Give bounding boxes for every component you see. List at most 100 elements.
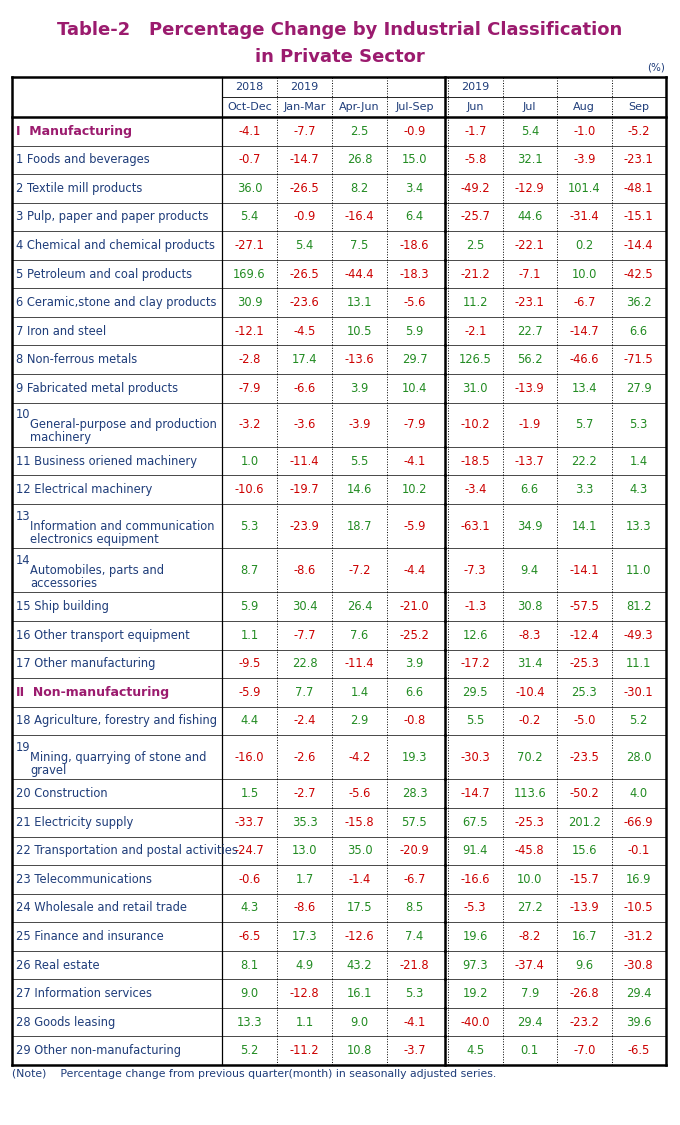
Text: Oct-Dec: Oct-Dec: [227, 102, 272, 113]
Text: 9.0: 9.0: [241, 987, 258, 1000]
Text: 10.0: 10.0: [572, 268, 597, 280]
Text: -71.5: -71.5: [624, 353, 653, 367]
Text: -2.1: -2.1: [464, 325, 486, 338]
Text: 91.4: 91.4: [462, 845, 488, 857]
Text: -16.4: -16.4: [345, 210, 374, 224]
Text: 29.5: 29.5: [462, 686, 488, 699]
Text: -49.2: -49.2: [460, 182, 490, 195]
Text: -1.3: -1.3: [464, 601, 486, 613]
Text: -10.5: -10.5: [624, 901, 653, 915]
Text: (%): (%): [647, 63, 665, 73]
Text: 26 Real estate: 26 Real estate: [16, 958, 100, 972]
Text: 10.0: 10.0: [517, 873, 543, 885]
Text: -18.6: -18.6: [400, 238, 429, 252]
Text: 5.2: 5.2: [630, 714, 648, 728]
Text: -7.0: -7.0: [573, 1044, 596, 1058]
Text: -4.1: -4.1: [239, 125, 260, 137]
Text: -5.8: -5.8: [464, 153, 486, 166]
Text: 13.0: 13.0: [292, 845, 318, 857]
Text: -23.2: -23.2: [569, 1016, 599, 1028]
Text: -4.5: -4.5: [293, 325, 316, 338]
Text: 97.3: 97.3: [462, 958, 488, 972]
Text: 26.8: 26.8: [347, 153, 372, 166]
Text: -12.4: -12.4: [569, 629, 599, 641]
Text: 56.2: 56.2: [517, 353, 543, 367]
Text: -7.2: -7.2: [348, 564, 371, 577]
Text: -3.6: -3.6: [293, 418, 316, 431]
Text: -30.3: -30.3: [460, 750, 490, 764]
Text: 7.4: 7.4: [405, 930, 424, 943]
Text: -1.0: -1.0: [573, 125, 596, 137]
Text: -22.1: -22.1: [515, 238, 545, 252]
Text: 31.4: 31.4: [517, 657, 543, 670]
Text: 43.2: 43.2: [347, 958, 373, 972]
Text: -7.9: -7.9: [238, 381, 260, 395]
Text: -30.8: -30.8: [624, 958, 653, 972]
Text: 4.4: 4.4: [241, 714, 258, 728]
Text: Ⅰ  Manufacturing: Ⅰ Manufacturing: [16, 125, 132, 137]
Text: 29.7: 29.7: [402, 353, 427, 367]
Text: accessories: accessories: [30, 577, 97, 591]
Text: 35.3: 35.3: [292, 816, 318, 829]
Text: 24 Wholesale and retail trade: 24 Wholesale and retail trade: [16, 901, 187, 915]
Text: 6.6: 6.6: [405, 686, 424, 699]
Text: -15.1: -15.1: [624, 210, 653, 224]
Text: -7.3: -7.3: [464, 564, 486, 577]
Text: 3 Pulp, paper and paper products: 3 Pulp, paper and paper products: [16, 210, 209, 224]
Text: -3.4: -3.4: [464, 483, 486, 496]
Text: 101.4: 101.4: [568, 182, 600, 195]
Text: 67.5: 67.5: [462, 816, 488, 829]
Text: 7.6: 7.6: [350, 629, 369, 641]
Text: 7.5: 7.5: [350, 238, 369, 252]
Text: -1.4: -1.4: [348, 873, 371, 885]
Text: 3.9: 3.9: [405, 657, 424, 670]
Text: -7.9: -7.9: [403, 418, 426, 431]
Text: Jun: Jun: [466, 102, 484, 113]
Text: -14.4: -14.4: [624, 238, 653, 252]
Text: -26.5: -26.5: [290, 268, 320, 280]
Text: 27 Information services: 27 Information services: [16, 987, 152, 1000]
Text: -16.6: -16.6: [460, 873, 490, 885]
Text: 22.2: 22.2: [571, 455, 597, 468]
Text: -3.9: -3.9: [573, 153, 596, 166]
Text: -42.5: -42.5: [624, 268, 653, 280]
Text: 36.0: 36.0: [237, 182, 262, 195]
Text: -6.5: -6.5: [628, 1044, 650, 1058]
Text: 29.4: 29.4: [626, 987, 651, 1000]
Text: -25.7: -25.7: [460, 210, 490, 224]
Text: -12.6: -12.6: [345, 930, 374, 943]
Text: 6.6: 6.6: [630, 325, 648, 338]
Text: 4.3: 4.3: [630, 483, 648, 496]
Text: 10.8: 10.8: [347, 1044, 372, 1058]
Text: Automobiles, parts and: Automobiles, parts and: [30, 564, 164, 577]
Text: -1.9: -1.9: [519, 418, 541, 431]
Text: 2019: 2019: [290, 82, 319, 92]
Text: -23.6: -23.6: [290, 296, 320, 309]
Text: -8.2: -8.2: [519, 930, 541, 943]
Text: -18.3: -18.3: [400, 268, 429, 280]
Text: machinery: machinery: [30, 432, 91, 444]
Text: 4.9: 4.9: [295, 958, 313, 972]
Text: -23.5: -23.5: [569, 750, 599, 764]
Text: 17 Other manufacturing: 17 Other manufacturing: [16, 657, 155, 670]
Text: 17.3: 17.3: [292, 930, 318, 943]
Text: 2018: 2018: [235, 82, 264, 92]
Text: -13.9: -13.9: [515, 381, 545, 395]
Text: -66.9: -66.9: [624, 816, 653, 829]
Text: 9.6: 9.6: [575, 958, 594, 972]
Text: -13.6: -13.6: [345, 353, 374, 367]
Text: -5.3: -5.3: [464, 901, 486, 915]
Text: 11.1: 11.1: [626, 657, 651, 670]
Text: -14.7: -14.7: [569, 325, 599, 338]
Text: Jan-Mar: Jan-Mar: [284, 102, 326, 113]
Text: General-purpose and production: General-purpose and production: [30, 418, 217, 431]
Text: 17.5: 17.5: [347, 901, 373, 915]
Text: 20 Construction: 20 Construction: [16, 788, 107, 800]
Text: 25.3: 25.3: [571, 686, 597, 699]
Text: 4.3: 4.3: [240, 901, 258, 915]
Text: 30.4: 30.4: [292, 601, 318, 613]
Text: 3.4: 3.4: [405, 182, 424, 195]
Text: 13.4: 13.4: [571, 381, 597, 395]
Text: 13.1: 13.1: [347, 296, 372, 309]
Text: -4.1: -4.1: [403, 455, 426, 468]
